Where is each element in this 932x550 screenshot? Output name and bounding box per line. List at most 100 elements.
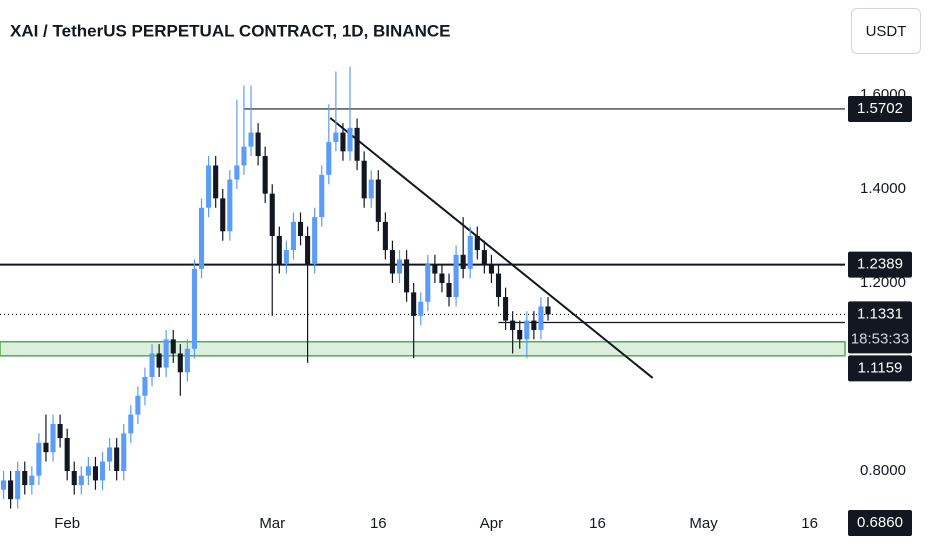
candle-body — [340, 132, 346, 152]
candle-body — [312, 217, 318, 265]
candle-body — [510, 320, 516, 330]
candle-body — [524, 320, 530, 340]
candle-body — [170, 339, 176, 354]
chart-title: XAI / TetherUS PERPETUAL CONTRACT, 1D, B… — [10, 21, 450, 40]
candle-body — [255, 132, 261, 157]
candle-body — [64, 438, 70, 471]
price-label: 1.5702 — [857, 100, 903, 117]
candle-body — [177, 353, 183, 373]
candle-body — [15, 470, 21, 500]
y-tick-label: 1.2000 — [860, 274, 906, 291]
candle-body — [163, 339, 169, 368]
x-tick-label: 16 — [801, 515, 818, 532]
candle-body — [545, 306, 551, 315]
candle-body — [439, 273, 445, 283]
candle-body — [85, 466, 91, 476]
candle-body — [184, 348, 190, 373]
candle-body — [354, 127, 360, 161]
candle-body — [234, 165, 240, 180]
candle-body — [538, 306, 544, 330]
candle-body — [425, 264, 431, 302]
price-label-box — [848, 301, 912, 354]
candle-body — [227, 179, 233, 232]
support-zone — [0, 340, 846, 357]
candle-body — [128, 414, 134, 434]
price-label-box — [848, 510, 912, 536]
candle-body — [22, 470, 28, 486]
candle-body — [305, 235, 311, 265]
candle-body — [8, 480, 14, 500]
candle-body — [283, 250, 289, 265]
currency-button[interactable]: USDT — [851, 8, 921, 54]
candle-body — [432, 264, 438, 274]
y-tick-label: 1.4000 — [860, 180, 906, 197]
candle-body — [326, 141, 332, 175]
candle-body — [418, 301, 424, 316]
candle-body — [43, 442, 49, 453]
candle-body — [382, 221, 388, 251]
candle-body — [453, 254, 459, 298]
candle-body — [495, 273, 502, 298]
candle-body — [107, 447, 113, 462]
candle-body — [517, 329, 523, 340]
candle-body — [241, 146, 247, 166]
x-tick-label: Mar — [259, 515, 285, 532]
candle-body — [191, 268, 198, 349]
candle-body — [488, 264, 494, 274]
candle-body — [389, 250, 395, 274]
candle-body — [99, 461, 106, 481]
candle-body — [206, 165, 212, 208]
candle-body — [0, 480, 7, 490]
candle-body — [269, 193, 275, 236]
candle-body — [474, 235, 480, 251]
y-tick-label: 0.8000 — [860, 462, 906, 479]
x-tick-label: 16 — [589, 515, 606, 532]
candle-body — [92, 466, 99, 481]
trendline — [329, 117, 654, 379]
candle-body — [248, 132, 254, 147]
candle-body — [276, 235, 282, 265]
candle-body — [297, 221, 304, 236]
candle-body — [333, 132, 339, 142]
price-label: 1.1331 — [857, 305, 903, 322]
candle-body — [220, 198, 226, 232]
candle-body — [29, 475, 35, 486]
candle-body — [531, 320, 537, 330]
candle-body — [135, 395, 141, 415]
candle-body — [319, 174, 325, 218]
candle-body — [149, 353, 155, 377]
candle-body — [50, 423, 56, 453]
price-label-box — [848, 355, 912, 382]
candle-body — [460, 254, 466, 269]
candle-body — [503, 297, 509, 321]
countdown: 18:53:33 — [851, 330, 909, 347]
candle-body — [396, 259, 403, 274]
candle-body — [121, 433, 127, 471]
x-tick-label: Apr — [480, 515, 503, 532]
candle-body — [368, 179, 374, 199]
candle-body — [481, 250, 487, 265]
candle-body — [262, 156, 268, 194]
price-label-box — [848, 251, 912, 278]
x-tick-label: 16 — [370, 515, 387, 532]
candle-body — [213, 165, 219, 199]
candle-body — [198, 207, 205, 269]
candle-body — [361, 160, 367, 199]
price-label: 1.1159 — [858, 359, 903, 376]
candle-body — [347, 127, 353, 152]
candle-body — [404, 259, 410, 293]
x-tick-label: Feb — [54, 515, 80, 532]
candle-body — [375, 179, 381, 222]
candle-body — [114, 447, 120, 471]
candle-body — [290, 221, 296, 251]
candle-body — [446, 282, 452, 298]
price-label: 0.6860 — [857, 514, 903, 531]
price-label-box — [848, 95, 912, 122]
candle-body — [57, 423, 63, 439]
price-label: 1.2389 — [857, 256, 903, 273]
candle-body — [411, 292, 417, 316]
candle-body — [36, 442, 42, 476]
candle-body — [142, 376, 148, 396]
